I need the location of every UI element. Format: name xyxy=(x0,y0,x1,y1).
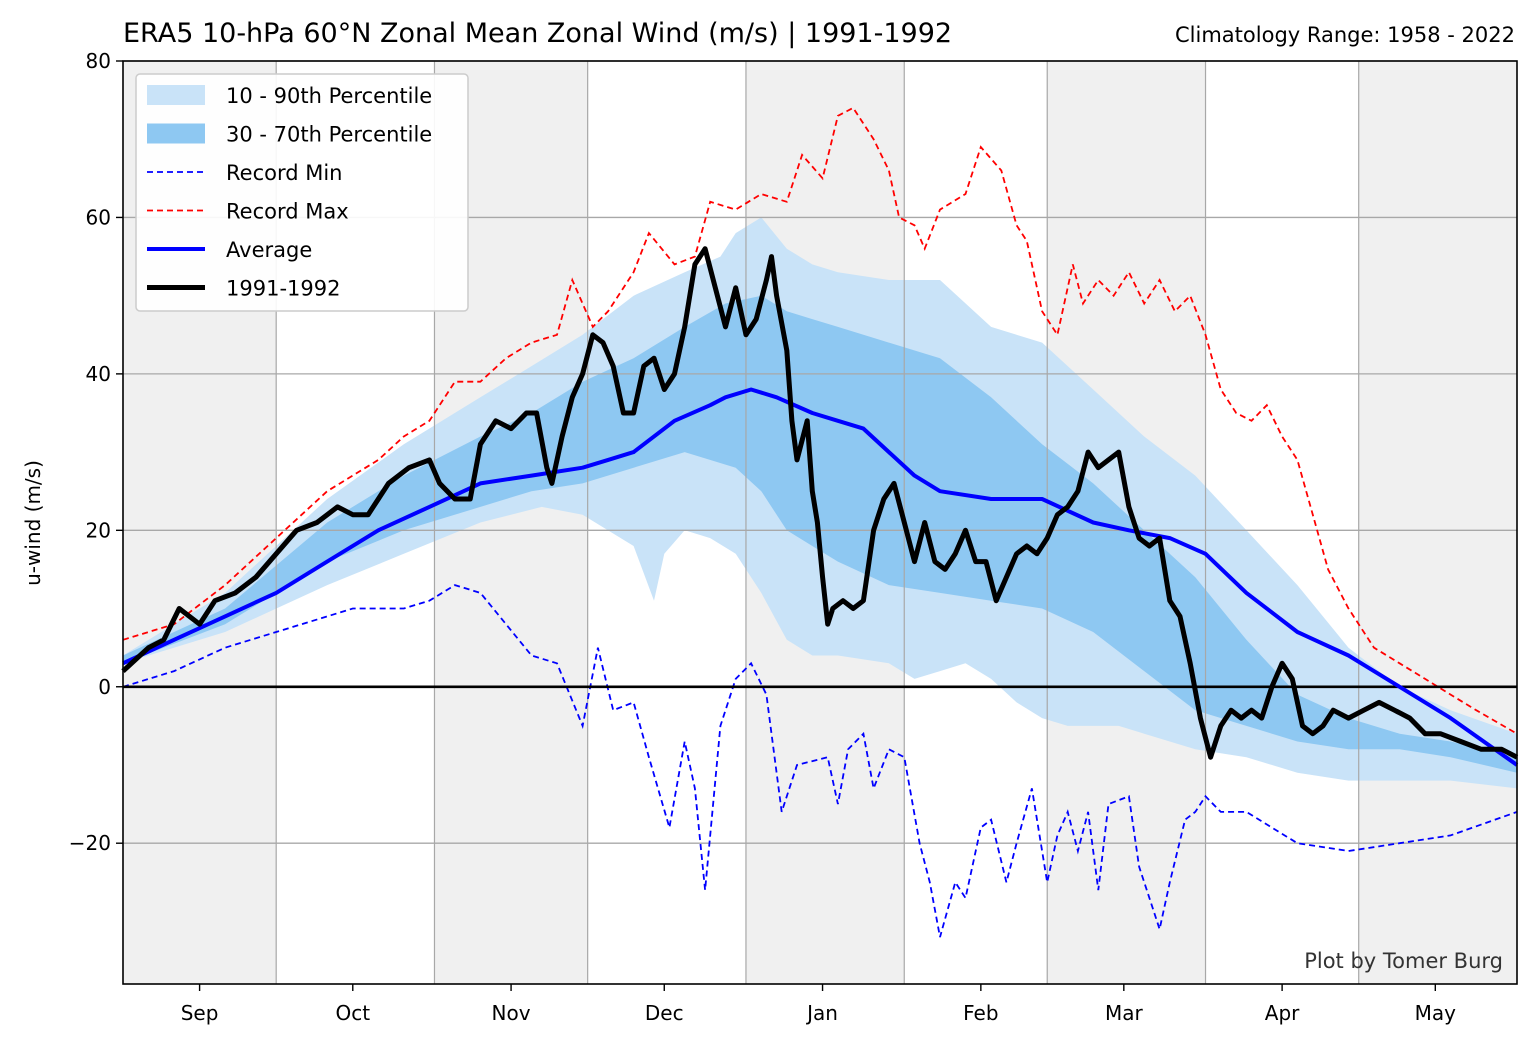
legend-swatch xyxy=(147,85,205,105)
period-shading-layer xyxy=(123,61,1517,984)
legend-swatch xyxy=(147,123,205,144)
y-axis-label: u-wind (m/s) xyxy=(21,460,45,586)
legend: 10 - 90th Percentile 30 - 70th Percentile… xyxy=(135,73,469,312)
chart-title: ERA5 10-hPa 60°N Zonal Mean Zonal Wind (… xyxy=(123,18,952,49)
average-line xyxy=(122,387,1519,767)
y-tick-label: 40 xyxy=(86,362,111,386)
x-tick-label-dec: Dec xyxy=(645,1001,684,1025)
legend-label: Average xyxy=(226,238,312,262)
legend-entry: 1991-1992 xyxy=(147,277,340,301)
plot-frame xyxy=(122,60,1518,985)
x-tick-label-feb: Feb xyxy=(963,1001,998,1025)
legend-label: 1991-1992 xyxy=(226,277,340,301)
legend-label: Record Max xyxy=(226,200,349,224)
chart-subtitle: Climatology Range: 1958 - 2022 xyxy=(1175,23,1515,47)
legend-entry: Record Max xyxy=(147,200,349,224)
legend-entry: 10 - 90th Percentile xyxy=(147,84,432,108)
x-tick-label-nov: Nov xyxy=(492,1001,531,1025)
legend-label: 30 - 70th Percentile xyxy=(226,123,432,147)
y-tick-label: 20 xyxy=(86,518,111,542)
y-tick-label: −20 xyxy=(69,831,111,855)
x-tick-label-apr: Apr xyxy=(1265,1001,1300,1025)
x-tick-label-may: May xyxy=(1415,1001,1457,1025)
x-tick-label-sep: Sep xyxy=(181,1001,219,1025)
legend-label: 10 - 90th Percentile xyxy=(226,84,432,108)
record-max-line xyxy=(122,106,1518,735)
shaded-period xyxy=(1358,61,1517,984)
grid-layer xyxy=(123,60,1517,984)
axes-layer: −20 0 20 40 60 80 Sep Oct Nov Dec Jan Feb Mar Apr May xyxy=(69,49,1518,1025)
year-1991-1992-line xyxy=(121,246,1519,760)
x-tick-label-jan: Jan xyxy=(805,1001,838,1025)
legend-box xyxy=(135,73,469,312)
series-lines-layer xyxy=(121,106,1519,938)
x-tick-label-oct: Oct xyxy=(335,1001,370,1025)
legend-entry: Record Min xyxy=(147,161,343,185)
plot-credit: Plot by Tomer Burg xyxy=(1304,949,1503,973)
legend-label: Record Min xyxy=(226,161,343,185)
x-tick-label-mar: Mar xyxy=(1105,1001,1144,1025)
y-tick-label: 0 xyxy=(98,675,111,699)
y-tick-label: 80 xyxy=(86,49,111,73)
record-min-line xyxy=(122,584,1518,938)
legend-entry: Average xyxy=(147,238,312,262)
legend-entry: 30 - 70th Percentile xyxy=(147,123,432,147)
y-tick-label: 60 xyxy=(86,205,111,229)
